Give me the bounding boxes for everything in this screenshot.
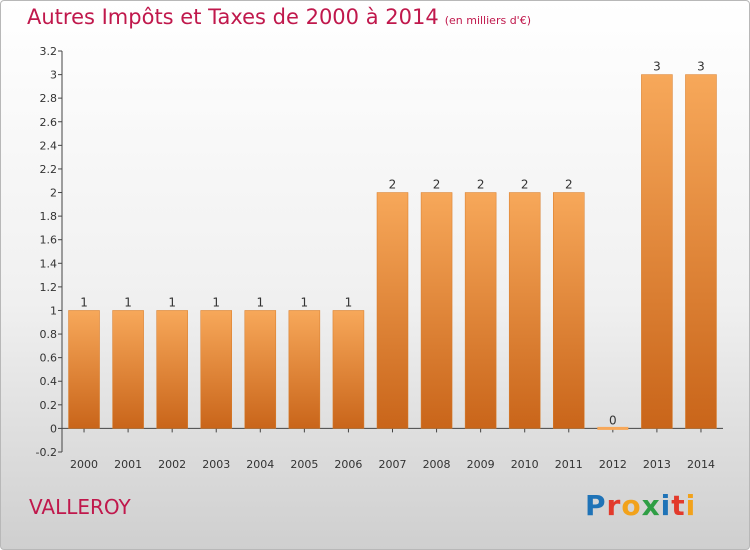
x-tick-label: 2014 — [687, 458, 715, 471]
data-label: 1 — [256, 295, 264, 309]
data-label: 1 — [168, 295, 176, 309]
data-label: 1 — [301, 295, 309, 309]
logo-letter: i — [660, 489, 672, 522]
logo-letter: t — [671, 489, 686, 522]
y-tick-label: -0.2 — [36, 446, 57, 459]
bar — [641, 74, 673, 429]
y-tick-label: 2.8 — [40, 92, 58, 105]
logo-letter: i — [685, 489, 697, 522]
y-tick-label: 0.4 — [40, 375, 58, 388]
y-tick-label: 2.6 — [40, 116, 58, 129]
bar — [376, 192, 409, 429]
y-tick-label: 0.6 — [40, 352, 58, 365]
y-tick-label: 3.2 — [40, 45, 58, 58]
x-tick-label: 2001 — [114, 458, 142, 471]
x-tick-label: 2010 — [511, 458, 539, 471]
bar — [508, 192, 541, 429]
y-tick-label: 1.4 — [40, 257, 58, 270]
x-tick-label: 2005 — [290, 458, 318, 471]
x-tick-label: 2003 — [202, 458, 230, 471]
bar — [685, 74, 717, 429]
data-label: 2 — [477, 178, 485, 192]
data-label: 1 — [80, 295, 88, 309]
bar — [420, 192, 453, 429]
bar — [597, 426, 629, 430]
y-tick-label: 0.8 — [40, 328, 58, 341]
bar — [288, 310, 321, 429]
commune-name: VALLEROY — [29, 495, 131, 519]
x-tick-label: 2013 — [643, 458, 671, 471]
bar — [68, 310, 100, 429]
y-tick-label: 1.2 — [40, 281, 58, 294]
data-label: 2 — [565, 178, 573, 192]
bar — [112, 310, 144, 429]
bar — [156, 310, 188, 429]
data-label: 0 — [609, 413, 617, 427]
y-tick-label: 0 — [50, 422, 57, 435]
bar — [244, 310, 277, 429]
y-tick-label: 1.6 — [40, 234, 58, 247]
data-label: 1 — [345, 295, 353, 309]
x-tick-label: 2009 — [467, 458, 495, 471]
x-tick-label: 2008 — [423, 458, 451, 471]
proxiti-logo: Proxiti — [585, 489, 696, 522]
bar — [332, 310, 365, 429]
y-tick-label: 2 — [50, 187, 57, 200]
bar — [553, 192, 585, 429]
data-label: 2 — [521, 178, 529, 192]
bar — [464, 192, 497, 429]
y-tick-label: 1.8 — [40, 210, 58, 223]
x-tick-label: 2000 — [70, 458, 98, 471]
x-tick-label: 2012 — [599, 458, 627, 471]
y-tick-label: 3 — [50, 69, 57, 82]
y-tick-label: 2.4 — [40, 139, 58, 152]
chart-unit: (en milliers d'€) — [444, 14, 531, 27]
data-label: 2 — [389, 178, 397, 192]
y-tick-label: 2.2 — [40, 163, 58, 176]
x-tick-label: 2006 — [334, 458, 362, 471]
bar — [200, 310, 232, 429]
y-tick-label: 1 — [50, 304, 57, 317]
x-tick-label: 2004 — [246, 458, 274, 471]
chart-title: Autres Impôts et Taxes de 2000 à 2014 — [27, 5, 439, 29]
x-tick-label: 2007 — [379, 458, 407, 471]
data-label: 1 — [124, 295, 132, 309]
logo-letter: P — [585, 489, 607, 522]
logo-letter: r — [606, 489, 622, 522]
y-tick-label: 0.2 — [40, 399, 58, 412]
chart-title-row: Autres Impôts et Taxes de 2000 à 2014 (en… — [27, 5, 531, 29]
logo-letter: o — [621, 489, 642, 522]
logo-letter: x — [641, 489, 661, 522]
data-label: 3 — [697, 60, 705, 74]
x-tick-label: 2002 — [158, 458, 186, 471]
data-label: 2 — [433, 178, 441, 192]
x-tick-label: 2011 — [555, 458, 583, 471]
data-label: 1 — [212, 295, 220, 309]
data-label: 3 — [653, 60, 661, 74]
